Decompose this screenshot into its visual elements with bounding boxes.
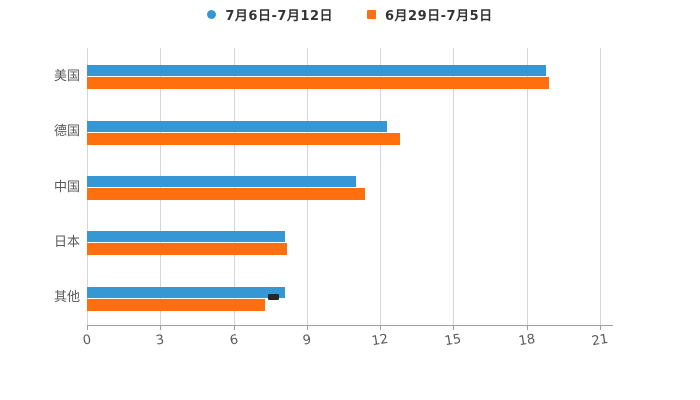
legend-label-series-2: 6月29日-7月5日 bbox=[385, 9, 493, 24]
bar-series-2-德国[interactable] bbox=[87, 132, 400, 145]
x-axis-tick bbox=[526, 325, 528, 330]
x-axis-tick bbox=[233, 325, 235, 330]
series-1-marker-icon bbox=[207, 10, 217, 19]
x-axis-tick bbox=[453, 325, 455, 330]
category-label-5: 其他 bbox=[53, 290, 80, 306]
category-label-1: 美国 bbox=[53, 68, 80, 84]
x-axis-line bbox=[87, 325, 613, 326]
gridline bbox=[380, 48, 382, 325]
bar-series-2-日本[interactable] bbox=[87, 243, 288, 256]
gridline bbox=[453, 48, 455, 325]
category-label-3: 中国 bbox=[53, 179, 80, 195]
legend: 7月6日-7月12日 6月29日-7月5日 bbox=[0, 5, 700, 24]
cursor-artifact bbox=[268, 294, 279, 300]
x-tick-label: 9 bbox=[301, 332, 313, 349]
x-tick-label: 3 bbox=[155, 332, 166, 349]
x-axis-tick bbox=[380, 325, 382, 330]
x-tick-label: 18 bbox=[517, 331, 537, 350]
x-axis-tick bbox=[600, 325, 601, 330]
bar-series-2-中国[interactable] bbox=[87, 188, 366, 200]
bar-series-2-美国[interactable] bbox=[87, 77, 549, 90]
legend-item-series-1[interactable]: 7月6日-7月12日 bbox=[207, 5, 333, 24]
category-label-2: 德国 bbox=[53, 124, 80, 140]
legend-label-series-1: 7月6日-7月12日 bbox=[225, 9, 333, 24]
bar-series-1-中国[interactable] bbox=[87, 176, 356, 187]
x-axis-tick bbox=[160, 325, 162, 330]
x-axis-tick bbox=[306, 325, 308, 330]
x-tick-label: 6 bbox=[228, 332, 239, 349]
x-tick-label: 21 bbox=[590, 331, 610, 350]
gridline bbox=[526, 48, 528, 325]
x-tick-label: 12 bbox=[370, 331, 390, 350]
plot-area bbox=[87, 48, 613, 330]
bar-series-1-日本[interactable] bbox=[87, 231, 285, 243]
bar-series-1-德国[interactable] bbox=[87, 120, 388, 132]
bar-series-2-其他[interactable] bbox=[87, 298, 266, 311]
x-tick-label: 15 bbox=[444, 331, 463, 350]
category-label-4: 日本 bbox=[53, 234, 80, 250]
gridline bbox=[600, 48, 601, 325]
x-tick-label: 0 bbox=[81, 332, 93, 349]
bar-series-1-美国[interactable] bbox=[87, 65, 547, 77]
x-axis-tick bbox=[87, 325, 88, 330]
legend-item-series-2[interactable]: 6月29日-7月5日 bbox=[367, 5, 493, 24]
series-2-marker-icon bbox=[367, 10, 376, 19]
bar-series-1-其他[interactable] bbox=[87, 286, 285, 298]
